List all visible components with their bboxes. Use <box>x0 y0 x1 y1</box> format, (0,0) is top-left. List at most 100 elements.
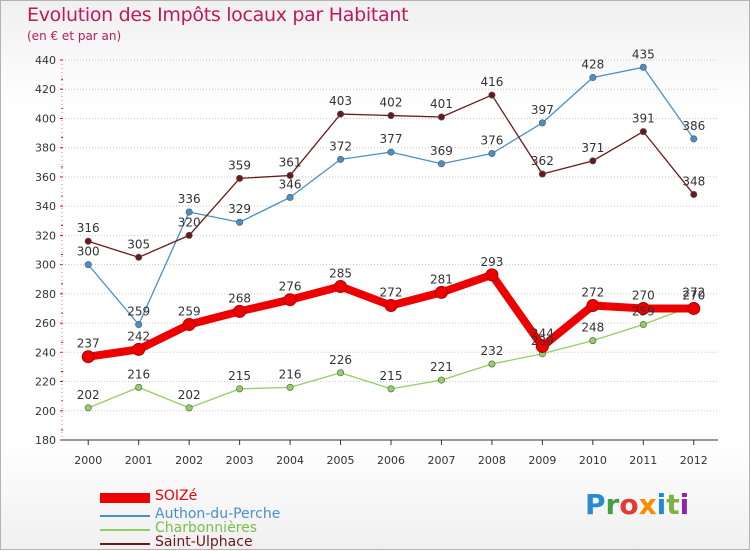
y-tick-label: 340 <box>35 200 56 213</box>
data-label: 268 <box>228 291 251 305</box>
data-label: 202 <box>178 388 201 402</box>
y-tick-label: 320 <box>35 229 56 242</box>
series-point <box>236 174 244 182</box>
logo-letter: i <box>679 488 690 521</box>
data-label: 386 <box>682 119 705 133</box>
y-tick-label: 380 <box>35 142 56 155</box>
data-label: 377 <box>380 132 403 146</box>
data-label: 285 <box>329 267 352 281</box>
data-label: 226 <box>329 353 352 367</box>
data-label: 244 <box>531 326 554 340</box>
y-tick-label: 260 <box>35 317 56 330</box>
x-tick-label: 2005 <box>327 454 355 467</box>
legend-swatch <box>100 515 150 517</box>
y-tick-label: 440 <box>35 54 56 67</box>
y-tick-label: 200 <box>35 405 56 418</box>
x-tick-label: 2008 <box>478 454 506 467</box>
x-tick-label: 2011 <box>629 454 657 467</box>
series-point <box>437 376 445 384</box>
data-label: 371 <box>581 141 604 155</box>
series-point <box>639 63 647 71</box>
series-point <box>384 299 398 313</box>
data-label: 359 <box>228 158 251 172</box>
legend-label: Charbonnières <box>155 520 258 536</box>
data-label: 281 <box>430 272 453 286</box>
y-tick-label: 220 <box>35 376 56 389</box>
data-label: 402 <box>380 96 403 110</box>
data-label: 401 <box>430 97 453 111</box>
series-point <box>337 110 345 118</box>
data-label: 362 <box>531 154 554 168</box>
data-label: 272 <box>380 286 403 300</box>
x-tick-label: 2001 <box>125 454 153 467</box>
legend-label: Saint-Ulphace <box>155 534 253 550</box>
x-tick-label: 2010 <box>579 454 607 467</box>
y-tick-label: 420 <box>35 83 56 96</box>
data-label: 361 <box>279 155 302 169</box>
y-tick-label: 300 <box>35 259 56 272</box>
series-point <box>132 342 146 356</box>
data-label: 391 <box>632 112 655 126</box>
y-tick-label: 360 <box>35 171 56 184</box>
series-point <box>135 383 143 391</box>
series-point <box>387 385 395 393</box>
series-point <box>337 369 345 377</box>
data-label: 376 <box>480 134 503 148</box>
grid-lines <box>62 59 718 412</box>
data-label: 300 <box>77 245 100 259</box>
logo-letter: t <box>666 488 680 521</box>
series-point <box>589 337 597 345</box>
data-label: 237 <box>77 337 100 351</box>
series-point <box>286 193 294 201</box>
data-label: 293 <box>480 255 503 269</box>
data-label: 202 <box>77 388 100 402</box>
legend-label: Authon-du-Perche <box>155 506 281 522</box>
x-tick-label: 2000 <box>74 454 102 467</box>
y-tick-label: 280 <box>35 288 56 301</box>
data-label: 242 <box>127 329 150 343</box>
data-label: 369 <box>430 144 453 158</box>
data-label: 232 <box>480 344 503 358</box>
data-label: 239 <box>531 334 554 348</box>
series-point <box>387 112 395 120</box>
proxiti-logo: Proxiti <box>585 488 689 521</box>
series-point <box>690 135 698 143</box>
series-point <box>236 385 244 393</box>
data-label: 329 <box>228 202 251 216</box>
data-label: 336 <box>178 192 201 206</box>
series-point <box>135 253 143 261</box>
logo-letter: r <box>605 488 620 521</box>
series-point <box>639 128 647 136</box>
y-tick-label: 180 <box>35 434 56 447</box>
series-point <box>337 155 345 163</box>
data-label: 248 <box>581 321 604 335</box>
series-point <box>185 404 193 412</box>
series-point <box>185 208 193 216</box>
y-tick-label: 240 <box>35 346 56 359</box>
data-label: 221 <box>430 360 453 374</box>
series-point <box>182 318 196 332</box>
series-point <box>690 190 698 198</box>
chart-title: Evolution des Impôts locaux par Habitant <box>27 4 409 26</box>
series-point <box>485 268 499 282</box>
series-point <box>387 148 395 156</box>
x-tick-label: 2004 <box>276 454 304 467</box>
series-point <box>535 339 549 353</box>
data-label: 403 <box>329 94 352 108</box>
series-point <box>283 293 297 307</box>
series-point <box>334 280 348 294</box>
x-tick-label: 2006 <box>377 454 405 467</box>
data-label: 348 <box>682 174 705 188</box>
series-point <box>488 91 496 99</box>
series-point <box>185 231 193 239</box>
series-point <box>488 360 496 368</box>
data-label: 270 <box>632 288 655 302</box>
data-label: 259 <box>632 305 655 319</box>
series-point <box>135 321 143 329</box>
series-point <box>286 171 294 179</box>
series-point <box>687 301 701 315</box>
logo-letter: i <box>656 488 667 521</box>
series-point <box>589 74 597 82</box>
